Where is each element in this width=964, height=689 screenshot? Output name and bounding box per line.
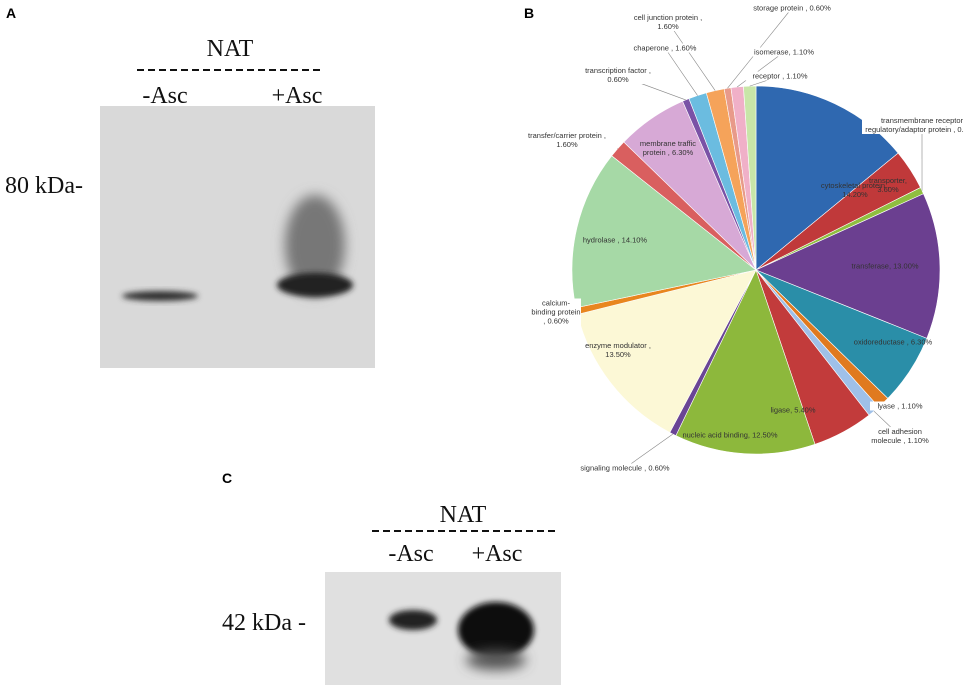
leader-line <box>664 47 698 96</box>
leader-line <box>736 51 785 88</box>
panel-label: C <box>222 470 232 486</box>
pie-slice <box>675 269 816 455</box>
leader-line <box>624 433 673 469</box>
pie-slice <box>571 155 757 309</box>
lane-label: +Asc <box>272 83 323 109</box>
slice-label: ligase, 5.40% <box>770 405 816 415</box>
slice-label: cell adhesion molecule , 1.10% <box>870 427 930 445</box>
slice-label: cytoskeletal protein , 14.20% <box>820 181 890 199</box>
slice-label: hydrolase , 14.10% <box>582 235 648 245</box>
marker-label: 80 kDa- <box>5 173 83 199</box>
slice-label: transcription factor , 0.60% <box>583 66 653 84</box>
blot-image <box>100 106 375 368</box>
slice-label: calcium-binding protein , 0.60% <box>531 298 581 326</box>
marker-label: 42 kDa - <box>222 610 306 636</box>
slice-label: membrane traffic protein , 6.30% <box>639 139 697 157</box>
slice-label: oxidoreductase , 6.30% <box>853 337 933 347</box>
slice-label: receptor , 1.10% <box>745 71 815 81</box>
slice-label: nucleic acid binding, 12.50% <box>682 430 778 440</box>
slice-label: transferase, 13.00% <box>851 261 919 271</box>
slice-label: chaperone , 1.60% <box>625 43 705 53</box>
slice-label: enzyme modulator , 13.50% <box>585 341 651 359</box>
blot-header: NAT <box>207 36 254 62</box>
blot-image <box>325 572 561 685</box>
slice-label: transporter, 3.60% <box>869 176 907 194</box>
slice-label: signaling molecule , 0.60% <box>570 463 680 473</box>
slice-label: transmembrane receptor regulatory/adapto… <box>862 116 964 134</box>
pie <box>555 7 941 469</box>
blot-header: NAT <box>440 502 487 528</box>
panel-label: A <box>6 5 16 21</box>
slice-label: lyase , 1.10% <box>870 401 930 411</box>
leader-line <box>667 21 716 91</box>
lane-label: +Asc <box>472 541 523 567</box>
slice-label: isomerase, 1.10% <box>744 47 824 57</box>
lane-label: -Asc <box>388 541 433 567</box>
slice-label: transfer/carrier protein , 1.60% <box>517 131 617 149</box>
slice-label: storage protein , 0.60% <box>747 3 837 13</box>
panel-label: B <box>524 5 534 21</box>
pie-slice <box>755 193 941 339</box>
slice-label: cell junction protein , 1.60% <box>628 13 708 31</box>
lane-label: -Asc <box>142 83 187 109</box>
